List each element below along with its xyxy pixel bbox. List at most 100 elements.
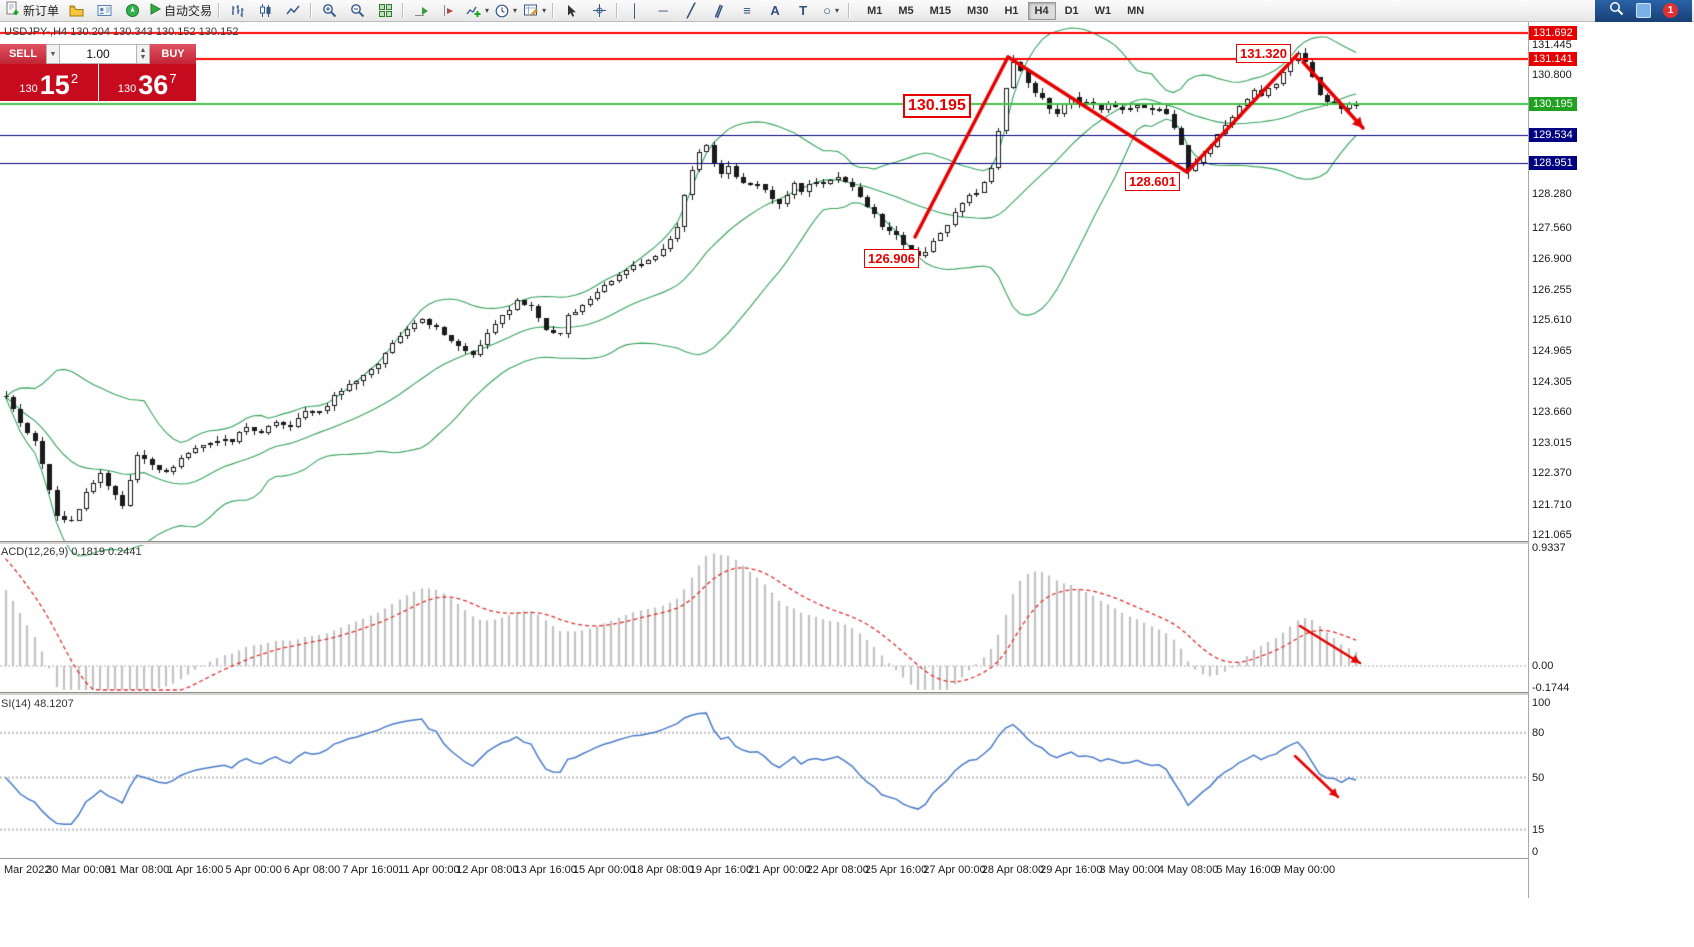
timeframe-button-m1[interactable]: M1	[867, 4, 883, 17]
chart-canvas[interactable]	[0, 22, 1528, 882]
rsi-axis-label: 50	[1532, 771, 1545, 784]
auto-trading-button[interactable]: 自动交易	[146, 1, 215, 21]
vertical-line-icon[interactable]: │	[631, 3, 640, 18]
time-axis-label: 19 Apr 16:00	[689, 864, 753, 876]
trendline-icon[interactable]: ╱	[687, 3, 695, 18]
market-watch-icon[interactable]	[90, 1, 118, 21]
price-annotation[interactable]: 131.320	[1236, 44, 1291, 63]
auto-scroll-icon[interactable]	[407, 1, 435, 21]
price-axis-label: 125.610	[1532, 314, 1572, 327]
chevron-up-icon: ▲	[139, 47, 147, 54]
macd-axis-label: 0.00	[1532, 660, 1554, 672]
sell-price-prefix: 130	[19, 83, 38, 95]
time-axis-label: 4 May 08:00	[1157, 864, 1219, 876]
time-axis-label: 11 Apr 00:00	[398, 864, 460, 876]
crosshair-icon[interactable]	[585, 1, 613, 21]
toolbar-separator	[310, 3, 313, 18]
time-axis-label: 1 Apr 16:00	[167, 864, 224, 876]
search-icon[interactable]	[1609, 1, 1624, 21]
timeframe-bar: M1 M5 M15 M30 H1 H4 D1 W1 MN	[859, 1, 1152, 20]
label-icon[interactable]: T	[799, 3, 808, 18]
time-axis[interactable]: Mar 2022 30 Mar 00:00 31 Mar 08:00 1 Apr 16…	[0, 858, 1528, 883]
volume-stepper[interactable]: ▲ ▼	[136, 44, 150, 64]
price-axis-label: 130.195	[1529, 96, 1577, 111]
buy-price-pip: 7	[169, 71, 177, 86]
community-avatar-icon[interactable]	[1636, 3, 1651, 18]
channel-icon[interactable]: ∥	[713, 2, 725, 19]
sell-price-panel[interactable]: 130 15 2	[0, 64, 98, 101]
templates-icon[interactable]: ▾	[520, 1, 549, 21]
time-axis-label: 29 Apr 16:00	[1040, 864, 1103, 876]
time-axis-label: 31 Mar 08:00	[104, 864, 170, 876]
price-axis-label: 129.534	[1529, 127, 1577, 142]
buy-button[interactable]: BUY	[150, 44, 196, 64]
macd-axis-label: 0.9337	[1532, 542, 1566, 554]
rsi-axis-label: 80	[1532, 726, 1545, 739]
timeframe-button-m15[interactable]: M15	[929, 4, 952, 17]
price-axis-label: 122.370	[1532, 467, 1572, 480]
chevron-down-icon: ▾	[835, 6, 840, 15]
horizontal-line-icon[interactable]: ─	[658, 3, 668, 18]
time-axis-label: 7 Apr 16:00	[342, 864, 399, 876]
timeframe-button-m30[interactable]: M30	[967, 4, 989, 17]
cursor-icon[interactable]	[557, 1, 585, 21]
time-axis-label: 25 Apr 16:00	[864, 864, 928, 876]
text-icon[interactable]: A	[770, 3, 780, 18]
price-axis-label: 128.280	[1532, 188, 1572, 201]
price-axis-label: 131.141	[1529, 52, 1577, 67]
time-axis-label: 5 Apr 00:00	[225, 864, 282, 876]
time-axis-label: 9 May 00:00	[1274, 864, 1336, 876]
chart-shift-icon[interactable]	[435, 1, 463, 21]
time-axis-label: 6 Apr 08:00	[283, 864, 341, 876]
chevron-down-icon: ▾	[513, 6, 518, 15]
bar-chart-icon[interactable]	[223, 1, 251, 21]
auto-trading-label: 自动交易	[164, 4, 213, 18]
price-axis-label: 126.255	[1532, 283, 1572, 296]
timeframe-button-h1[interactable]: H1	[1004, 4, 1019, 17]
chevron-down-icon: ▾	[485, 6, 490, 15]
navigator-icon[interactable]	[118, 1, 146, 21]
indicators-icon[interactable]: ▾	[463, 1, 492, 21]
periods-clock-icon[interactable]: ▾	[492, 1, 520, 21]
timeframe-button-m5[interactable]: M5	[898, 4, 914, 17]
price-axis[interactable]: 131.692 131.445 131.141 130.800 130.195 129.5…	[1528, 22, 1694, 898]
sell-button[interactable]: SELL	[0, 44, 46, 64]
new-order-button[interactable]: 新订单	[2, 1, 62, 21]
zoom-out-icon[interactable]	[343, 1, 371, 21]
new-order-icon	[5, 1, 20, 21]
notification-badge[interactable]: 1	[1663, 3, 1678, 18]
price-axis-label: 121.065	[1532, 529, 1572, 542]
panel-separator-macd[interactable]	[0, 541, 1694, 545]
chart-ohlc-title: USDJPY-,H4 130.204 130.343 130.152 130.1…	[4, 26, 239, 38]
time-axis-label: 13 Apr 16:00	[514, 864, 577, 876]
buy-price-panel[interactable]: 130 36 7	[98, 64, 196, 101]
volume-input[interactable]: 1.00	[60, 44, 136, 64]
price-annotation[interactable]: 128.601	[1125, 172, 1180, 191]
time-axis-label: 30 Mar 00:00	[46, 864, 111, 876]
new-order-label: 新订单	[23, 4, 60, 18]
profiles-folder-icon[interactable]	[62, 1, 90, 21]
price-axis-label: 130.800	[1532, 69, 1572, 82]
tile-windows-icon[interactable]	[371, 1, 399, 21]
line-chart-icon[interactable]	[279, 1, 307, 21]
panel-separator-rsi[interactable]	[0, 692, 1694, 696]
volume-dropdown-button[interactable]: ▼	[46, 44, 60, 64]
time-axis-label: 18 Apr 08:00	[631, 864, 694, 876]
shapes-icon[interactable]: ○ ▾	[823, 3, 840, 18]
fibonacci-icon[interactable]: ≡	[743, 3, 751, 18]
timeframe-button-d1[interactable]: D1	[1064, 4, 1079, 17]
timeframe-button-h4[interactable]: H4	[1027, 1, 1056, 20]
zoom-in-icon[interactable]	[315, 1, 343, 21]
price-annotation[interactable]: 130.195	[903, 94, 971, 118]
price-axis-label: 124.305	[1532, 376, 1572, 389]
price-axis-label: 131.445	[1532, 38, 1572, 51]
price-axis-label: 121.710	[1532, 498, 1572, 511]
toolbar-separator	[552, 3, 555, 18]
price-annotation[interactable]: 126.906	[864, 249, 919, 268]
timeframe-button-w1[interactable]: W1	[1094, 4, 1112, 17]
timeframe-button-mn[interactable]: MN	[1127, 4, 1145, 17]
candlestick-chart-icon[interactable]	[251, 1, 279, 21]
price-axis-label: 123.015	[1532, 436, 1572, 449]
price-axis-label: 127.560	[1532, 222, 1572, 235]
